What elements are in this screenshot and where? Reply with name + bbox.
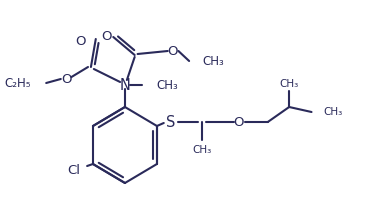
Text: CH₃: CH₃ xyxy=(280,79,299,89)
Text: CH₃: CH₃ xyxy=(203,55,224,68)
Text: Cl: Cl xyxy=(67,164,80,177)
Text: O: O xyxy=(75,34,85,47)
Text: O: O xyxy=(233,115,244,128)
Text: O: O xyxy=(101,30,112,43)
Text: O: O xyxy=(61,72,72,85)
Text: CH₃: CH₃ xyxy=(323,107,343,117)
Text: S: S xyxy=(166,114,175,129)
Text: O: O xyxy=(167,45,178,58)
Text: C₂H₅: C₂H₅ xyxy=(4,76,31,89)
Text: CH₃: CH₃ xyxy=(156,78,178,91)
Text: CH₃: CH₃ xyxy=(192,145,211,155)
Text: N: N xyxy=(120,77,130,93)
